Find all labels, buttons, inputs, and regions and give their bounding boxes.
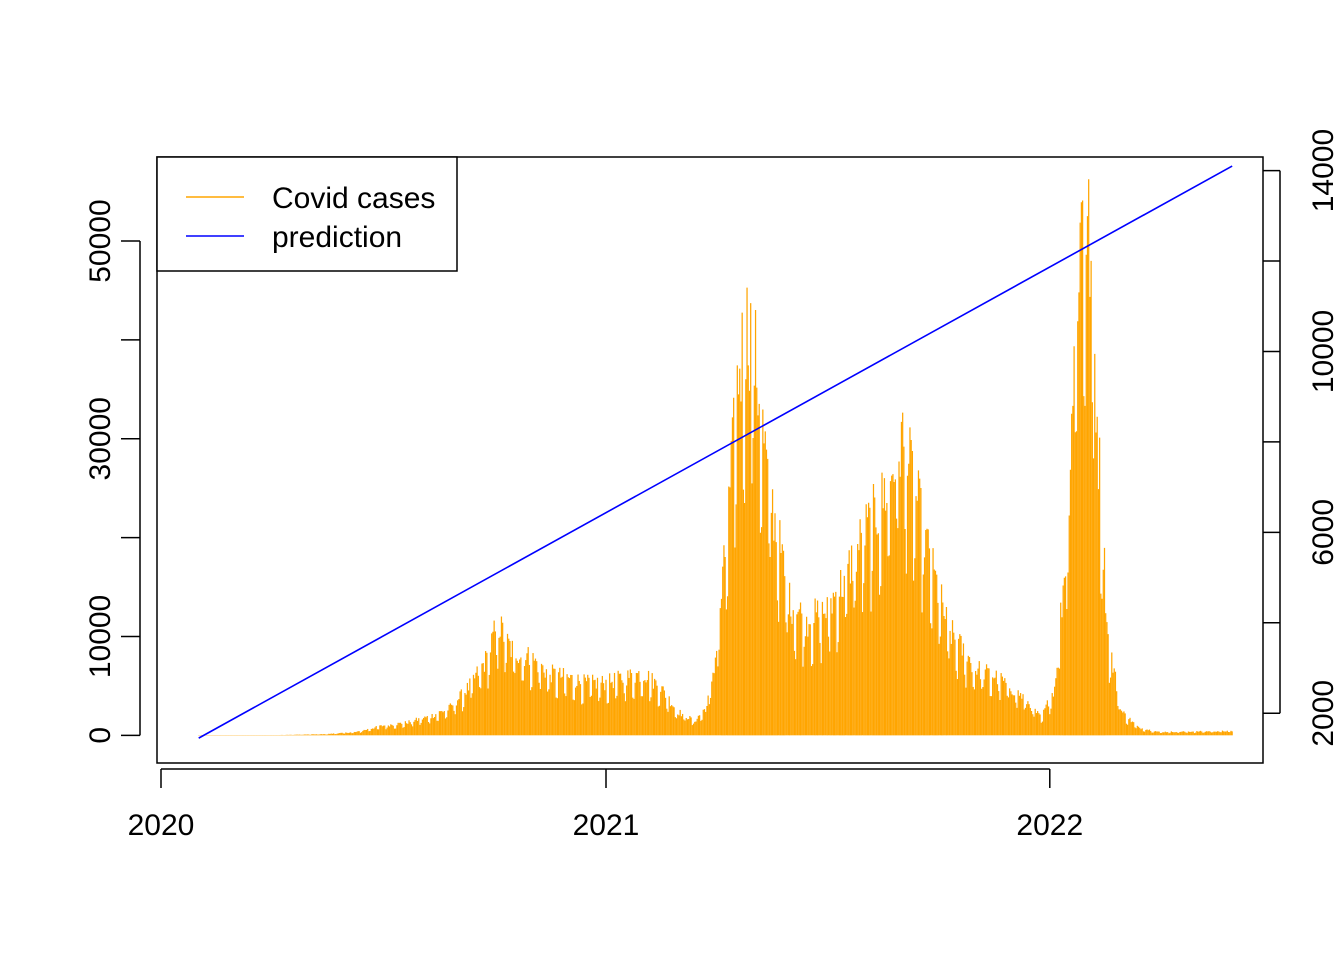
x-tick-label: 2021 [573,809,640,842]
y-axis-right: 2000 6000 10000 14000 [1263,129,1340,747]
y-axis-left: 0 10000 30000 50000 [84,199,141,744]
legend: Covid cases prediction [156,156,458,272]
y-right-tick-label: 10000 [1307,310,1340,393]
y-right-tick-label: 2000 [1307,680,1340,747]
y-left-tick-label: 30000 [84,397,117,480]
y-left-tick-label: 10000 [84,595,117,678]
y-left-tick-label: 0 [84,727,117,744]
y-right-tick-label: 6000 [1307,499,1340,566]
legend-box [156,156,458,272]
x-axis: 2020 2021 2022 [128,768,1083,842]
y-right-tick-label: 14000 [1307,129,1340,212]
prediction-line [198,165,1233,739]
x-tick-label: 2022 [1016,809,1083,842]
covid-cases-bars [198,179,1233,736]
legend-label-prediction: prediction [272,221,402,254]
y-left-tick-label: 50000 [84,199,117,282]
legend-label-covid-cases: Covid cases [272,182,435,215]
plot-frame [156,156,1264,764]
x-tick-label: 2020 [128,809,195,842]
